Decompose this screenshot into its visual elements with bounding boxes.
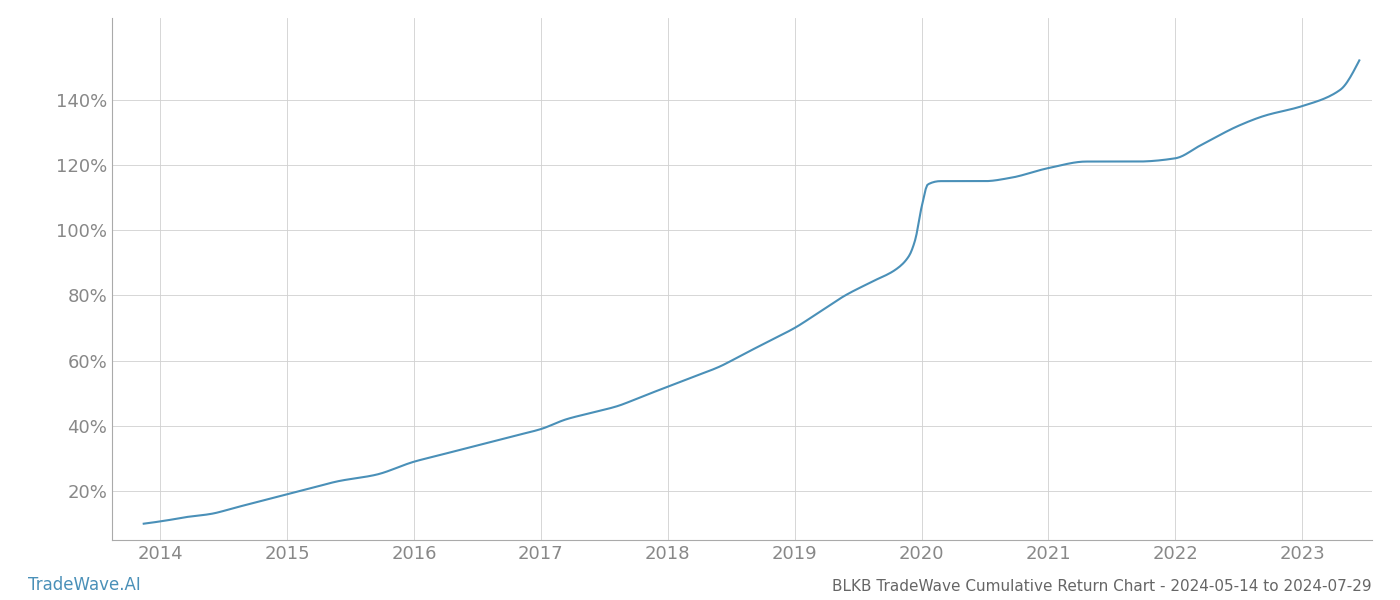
Text: TradeWave.AI: TradeWave.AI	[28, 576, 141, 594]
Text: BLKB TradeWave Cumulative Return Chart - 2024-05-14 to 2024-07-29: BLKB TradeWave Cumulative Return Chart -…	[833, 579, 1372, 594]
